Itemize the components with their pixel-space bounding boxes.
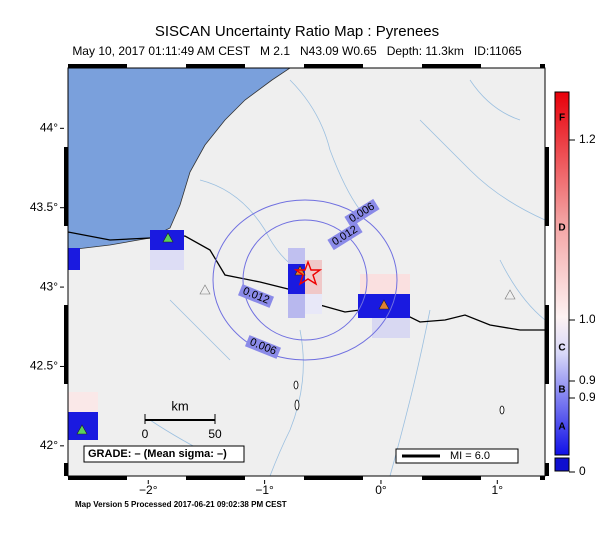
y-tick-label: 42.5°: [30, 359, 58, 373]
scale-bar: km 0 50: [142, 398, 222, 441]
frame-bar: [186, 64, 245, 68]
frame-bar: [540, 476, 545, 480]
grade-letter: C: [558, 343, 565, 354]
contour-label-bg: [237, 284, 275, 308]
y-tick-label: 44°: [40, 120, 58, 134]
ocean: [68, 68, 291, 251]
magnitude-box: [395, 448, 519, 464]
footer: Map Version 5 Processed 2017-06-21 09:02…: [75, 500, 287, 509]
contour-label-bg: [244, 335, 282, 359]
stations: [76, 232, 516, 435]
frame-bar: [545, 463, 549, 476]
frame-bar: [545, 305, 549, 384]
magnitude: MI = 6.0: [450, 450, 490, 462]
contours: [212, 199, 398, 361]
lakes: [293, 380, 505, 415]
grade-letter: A: [558, 422, 565, 433]
grade-letter: F: [559, 113, 565, 124]
x-tick-label: −2°: [139, 483, 158, 497]
colorbar-floor: [554, 457, 570, 472]
frame-bar: [64, 305, 68, 384]
scale-label: 50: [208, 427, 222, 441]
colorbar-label: 1.2: [579, 132, 595, 146]
colorbar-label: 1.0: [579, 312, 595, 326]
frame-bar: [304, 476, 363, 480]
x-tick-label: 0°: [375, 483, 387, 497]
frame-bar: [545, 147, 549, 226]
rivers: [149, 79, 545, 476]
frame-bar: [64, 147, 68, 226]
epicenter: [293, 260, 323, 286]
y-tick-label: 43.5°: [30, 200, 58, 214]
grade-letter: D: [558, 223, 565, 234]
frame-bar: [422, 64, 481, 68]
x-tick-label: 1°: [492, 483, 504, 497]
border: [68, 231, 545, 331]
y-tick-label: 42°: [40, 438, 58, 452]
x-tick-label: −1°: [255, 483, 274, 497]
colorbar-label: 0.9: [579, 390, 595, 404]
title: SISCAN Uncertainty Ratio Map : Pyrenees: [155, 23, 439, 40]
colorbar: [554, 91, 570, 456]
frame-bar: [68, 64, 127, 68]
scale-unit: km: [171, 398, 188, 413]
contour-label-bg: [327, 221, 363, 251]
frame-bar: [304, 64, 363, 68]
subtitle: May 10, 2017 01:11:49 AM CEST M 2.1 N43.…: [72, 44, 522, 58]
map-frame: [64, 64, 549, 480]
frame-bar: [64, 463, 68, 476]
scale-label: 0: [142, 427, 149, 441]
grade-letter: B: [558, 385, 565, 396]
frame-bar: [540, 64, 545, 68]
grid-cells: [68, 230, 410, 440]
frame-bar: [68, 476, 127, 480]
frame-bar: [186, 476, 245, 480]
grade-box: [83, 445, 245, 463]
contour-label-bg: [344, 198, 380, 228]
colorbar-label: 0.9: [579, 373, 595, 387]
map-body: [68, 68, 545, 476]
colorbar-label: 0: [579, 464, 586, 478]
grade: GRADE: – (Mean sigma: –): [88, 448, 227, 460]
frame-bar: [422, 476, 481, 480]
y-tick-label: 43°: [40, 279, 58, 293]
